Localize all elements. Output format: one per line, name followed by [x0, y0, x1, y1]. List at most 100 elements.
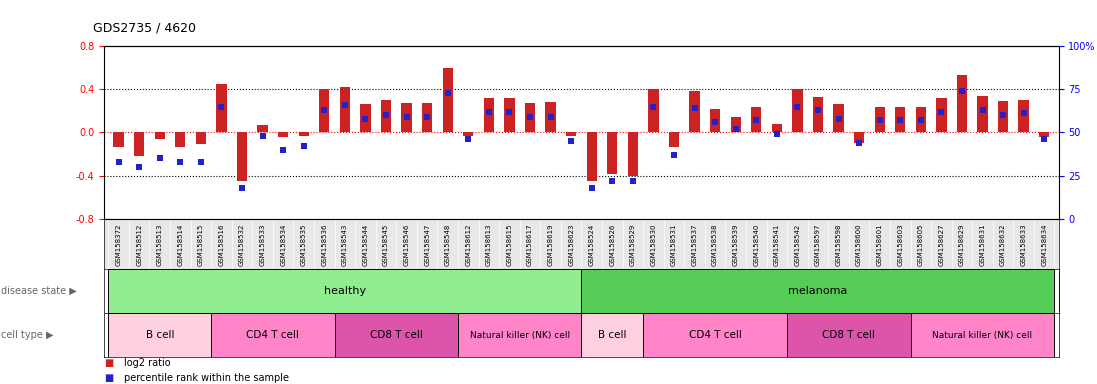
Bar	[957, 75, 968, 132]
Bar	[751, 107, 761, 132]
Text: CD4 T cell: CD4 T cell	[689, 330, 742, 340]
Point	[500, 109, 518, 115]
Point	[624, 178, 642, 184]
Bar	[731, 118, 740, 132]
Text: GSM158623: GSM158623	[568, 223, 574, 266]
Text: GSM158632: GSM158632	[1000, 223, 1006, 266]
Text: GSM158601: GSM158601	[877, 223, 883, 266]
Bar	[853, 132, 864, 143]
Point	[151, 155, 169, 161]
Bar	[834, 104, 844, 132]
Text: GSM158547: GSM158547	[425, 223, 430, 266]
Text: GSM158631: GSM158631	[980, 223, 985, 266]
Text: percentile rank within the sample: percentile rank within the sample	[124, 373, 289, 383]
Text: GSM158530: GSM158530	[651, 223, 656, 266]
Text: healthy: healthy	[324, 286, 366, 296]
Point	[850, 140, 868, 146]
Text: melanoma: melanoma	[789, 286, 848, 296]
Text: GSM158512: GSM158512	[136, 223, 143, 266]
Bar	[648, 89, 658, 132]
Bar	[340, 87, 350, 132]
Point	[439, 90, 456, 96]
Bar	[813, 97, 823, 132]
Bar	[916, 107, 926, 132]
Point	[110, 159, 127, 165]
Bar	[278, 132, 289, 137]
Text: GSM158532: GSM158532	[239, 223, 245, 266]
Bar	[134, 132, 145, 156]
Text: GSM158531: GSM158531	[671, 223, 677, 266]
Point	[336, 102, 353, 108]
Point	[810, 107, 827, 113]
Text: GSM158539: GSM158539	[733, 223, 738, 266]
Text: GSM158540: GSM158540	[754, 223, 759, 266]
Text: GSM158538: GSM158538	[712, 223, 719, 266]
Bar	[422, 103, 432, 132]
Point	[953, 88, 971, 94]
Bar	[607, 132, 618, 174]
Text: GSM158515: GSM158515	[197, 223, 204, 266]
Text: GSM158516: GSM158516	[218, 223, 225, 266]
Bar	[216, 84, 227, 132]
Bar	[109, 269, 581, 313]
Text: GSM158605: GSM158605	[918, 223, 924, 266]
Text: ■: ■	[104, 373, 113, 383]
Bar	[381, 100, 392, 132]
Point	[706, 119, 724, 125]
Text: GSM158633: GSM158633	[1020, 223, 1027, 266]
Text: GSM158600: GSM158600	[856, 223, 862, 266]
Text: GSM158524: GSM158524	[589, 223, 595, 266]
Bar	[895, 107, 905, 132]
Text: cell type ▶: cell type ▶	[1, 330, 54, 340]
Bar	[581, 269, 1054, 313]
Bar	[442, 68, 453, 132]
Text: GSM158526: GSM158526	[609, 223, 615, 266]
Text: GSM158544: GSM158544	[362, 223, 369, 266]
Text: GSM158535: GSM158535	[301, 223, 307, 266]
Point	[912, 118, 929, 124]
Bar	[669, 132, 679, 147]
Point	[316, 107, 333, 113]
Point	[521, 114, 539, 120]
Bar	[113, 132, 124, 147]
Bar	[402, 103, 411, 132]
Bar	[689, 91, 700, 132]
Text: GSM158617: GSM158617	[527, 223, 533, 266]
Text: ■: ■	[104, 358, 113, 368]
Bar	[566, 132, 576, 136]
Bar	[109, 313, 211, 357]
Point	[686, 105, 703, 111]
Bar	[710, 109, 721, 132]
Bar	[176, 132, 185, 147]
Point	[727, 126, 745, 132]
Bar	[627, 132, 638, 176]
Point	[377, 112, 395, 118]
Point	[789, 104, 806, 110]
Text: GSM158598: GSM158598	[836, 223, 841, 266]
Point	[274, 147, 292, 153]
Bar	[505, 98, 514, 132]
Point	[583, 185, 600, 191]
Text: GSM158513: GSM158513	[157, 223, 162, 266]
Bar	[524, 103, 535, 132]
Bar	[998, 101, 1008, 132]
Point	[192, 159, 210, 165]
Text: CD8 T cell: CD8 T cell	[823, 330, 875, 340]
Point	[994, 112, 1011, 118]
Text: log2 ratio: log2 ratio	[124, 358, 171, 368]
Text: GSM158542: GSM158542	[794, 223, 801, 266]
Text: GSM158536: GSM158536	[321, 223, 327, 266]
Point	[932, 109, 950, 115]
Text: GSM158537: GSM158537	[691, 223, 698, 266]
Bar	[1018, 100, 1029, 132]
Text: GSM158612: GSM158612	[465, 223, 472, 266]
Point	[460, 136, 477, 142]
Text: B cell: B cell	[598, 330, 626, 340]
Bar	[936, 98, 947, 132]
Text: GSM158545: GSM158545	[383, 223, 389, 266]
Text: disease state ▶: disease state ▶	[1, 286, 77, 296]
Bar	[211, 313, 335, 357]
Text: GSM158543: GSM158543	[342, 223, 348, 266]
Text: Natural killer (NK) cell: Natural killer (NK) cell	[932, 331, 1032, 339]
Bar	[195, 132, 206, 144]
